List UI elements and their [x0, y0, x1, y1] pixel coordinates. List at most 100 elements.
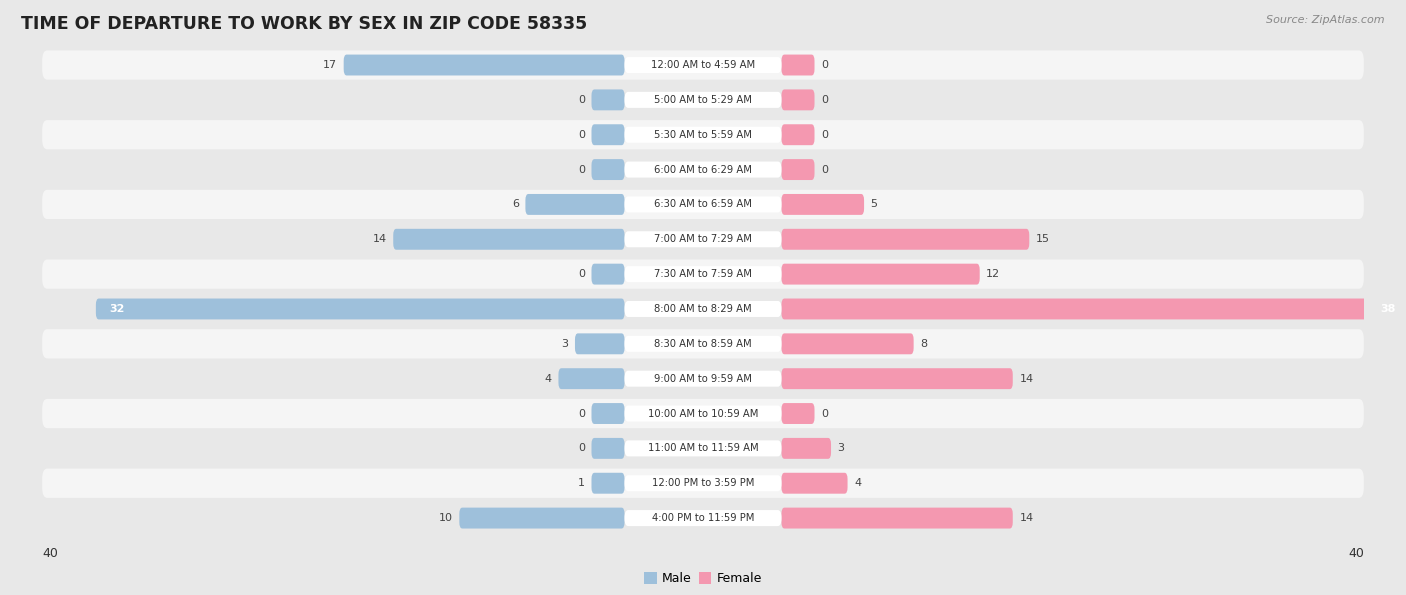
- Text: 8:30 AM to 8:59 AM: 8:30 AM to 8:59 AM: [654, 339, 752, 349]
- Text: 3: 3: [838, 443, 845, 453]
- Text: 10: 10: [439, 513, 453, 523]
- Text: 4: 4: [855, 478, 862, 488]
- FancyBboxPatch shape: [624, 406, 782, 421]
- Text: 40: 40: [1348, 547, 1364, 560]
- FancyBboxPatch shape: [42, 364, 1364, 393]
- FancyBboxPatch shape: [624, 371, 782, 387]
- FancyBboxPatch shape: [782, 299, 1406, 320]
- Legend: Male, Female: Male, Female: [644, 572, 762, 585]
- FancyBboxPatch shape: [624, 231, 782, 248]
- Text: 8: 8: [921, 339, 928, 349]
- Text: 0: 0: [578, 443, 585, 453]
- Text: 17: 17: [323, 60, 337, 70]
- FancyBboxPatch shape: [96, 299, 624, 320]
- FancyBboxPatch shape: [592, 403, 624, 424]
- Text: 6:00 AM to 6:29 AM: 6:00 AM to 6:29 AM: [654, 165, 752, 174]
- FancyBboxPatch shape: [624, 510, 782, 526]
- FancyBboxPatch shape: [42, 51, 1364, 80]
- FancyBboxPatch shape: [782, 473, 848, 494]
- Text: 7:00 AM to 7:29 AM: 7:00 AM to 7:29 AM: [654, 234, 752, 245]
- FancyBboxPatch shape: [782, 194, 865, 215]
- FancyBboxPatch shape: [782, 438, 831, 459]
- FancyBboxPatch shape: [782, 229, 1029, 250]
- FancyBboxPatch shape: [782, 368, 1012, 389]
- Text: 7:30 AM to 7:59 AM: 7:30 AM to 7:59 AM: [654, 269, 752, 279]
- FancyBboxPatch shape: [42, 503, 1364, 533]
- Text: 5:30 AM to 5:59 AM: 5:30 AM to 5:59 AM: [654, 130, 752, 140]
- FancyBboxPatch shape: [782, 89, 814, 110]
- Text: 9:00 AM to 9:59 AM: 9:00 AM to 9:59 AM: [654, 374, 752, 384]
- FancyBboxPatch shape: [624, 127, 782, 143]
- Text: 0: 0: [821, 409, 828, 418]
- FancyBboxPatch shape: [624, 162, 782, 177]
- Text: 5:00 AM to 5:29 AM: 5:00 AM to 5:29 AM: [654, 95, 752, 105]
- FancyBboxPatch shape: [42, 225, 1364, 254]
- FancyBboxPatch shape: [592, 89, 624, 110]
- Text: 6:30 AM to 6:59 AM: 6:30 AM to 6:59 AM: [654, 199, 752, 209]
- FancyBboxPatch shape: [592, 124, 624, 145]
- Text: 0: 0: [578, 409, 585, 418]
- FancyBboxPatch shape: [42, 190, 1364, 219]
- FancyBboxPatch shape: [592, 473, 624, 494]
- Text: 12: 12: [987, 269, 1001, 279]
- Text: 15: 15: [1036, 234, 1050, 245]
- FancyBboxPatch shape: [624, 196, 782, 212]
- Text: 8:00 AM to 8:29 AM: 8:00 AM to 8:29 AM: [654, 304, 752, 314]
- FancyBboxPatch shape: [42, 434, 1364, 463]
- FancyBboxPatch shape: [624, 440, 782, 456]
- FancyBboxPatch shape: [526, 194, 624, 215]
- FancyBboxPatch shape: [558, 368, 624, 389]
- FancyBboxPatch shape: [42, 155, 1364, 184]
- FancyBboxPatch shape: [394, 229, 624, 250]
- FancyBboxPatch shape: [42, 329, 1364, 358]
- Text: 0: 0: [578, 165, 585, 174]
- FancyBboxPatch shape: [592, 159, 624, 180]
- Text: 14: 14: [373, 234, 387, 245]
- Text: 11:00 AM to 11:59 AM: 11:00 AM to 11:59 AM: [648, 443, 758, 453]
- FancyBboxPatch shape: [624, 266, 782, 282]
- FancyBboxPatch shape: [42, 120, 1364, 149]
- Text: 0: 0: [578, 269, 585, 279]
- Text: 0: 0: [821, 60, 828, 70]
- Text: 12:00 PM to 3:59 PM: 12:00 PM to 3:59 PM: [652, 478, 754, 488]
- Text: 14: 14: [1019, 513, 1033, 523]
- FancyBboxPatch shape: [575, 333, 624, 354]
- Text: 38: 38: [1381, 304, 1396, 314]
- FancyBboxPatch shape: [782, 124, 814, 145]
- FancyBboxPatch shape: [42, 469, 1364, 498]
- Text: 32: 32: [110, 304, 125, 314]
- Text: Source: ZipAtlas.com: Source: ZipAtlas.com: [1267, 15, 1385, 25]
- FancyBboxPatch shape: [782, 264, 980, 284]
- FancyBboxPatch shape: [624, 57, 782, 73]
- Text: 5: 5: [870, 199, 877, 209]
- Text: 0: 0: [821, 165, 828, 174]
- Text: 1: 1: [578, 478, 585, 488]
- FancyBboxPatch shape: [782, 508, 1012, 528]
- Text: 0: 0: [578, 130, 585, 140]
- FancyBboxPatch shape: [460, 508, 624, 528]
- Text: 3: 3: [561, 339, 568, 349]
- Text: 4: 4: [544, 374, 551, 384]
- Text: 14: 14: [1019, 374, 1033, 384]
- Text: 6: 6: [512, 199, 519, 209]
- Text: 0: 0: [578, 95, 585, 105]
- Text: TIME OF DEPARTURE TO WORK BY SEX IN ZIP CODE 58335: TIME OF DEPARTURE TO WORK BY SEX IN ZIP …: [21, 15, 588, 33]
- FancyBboxPatch shape: [782, 159, 814, 180]
- Text: 10:00 AM to 10:59 AM: 10:00 AM to 10:59 AM: [648, 409, 758, 418]
- FancyBboxPatch shape: [624, 475, 782, 491]
- FancyBboxPatch shape: [592, 438, 624, 459]
- FancyBboxPatch shape: [624, 92, 782, 108]
- Text: 0: 0: [821, 130, 828, 140]
- FancyBboxPatch shape: [42, 295, 1364, 324]
- FancyBboxPatch shape: [42, 399, 1364, 428]
- FancyBboxPatch shape: [42, 259, 1364, 289]
- Text: 40: 40: [42, 547, 58, 560]
- Text: 12:00 AM to 4:59 AM: 12:00 AM to 4:59 AM: [651, 60, 755, 70]
- FancyBboxPatch shape: [42, 85, 1364, 114]
- FancyBboxPatch shape: [782, 403, 814, 424]
- Text: 0: 0: [821, 95, 828, 105]
- FancyBboxPatch shape: [624, 336, 782, 352]
- FancyBboxPatch shape: [592, 264, 624, 284]
- Text: 4:00 PM to 11:59 PM: 4:00 PM to 11:59 PM: [652, 513, 754, 523]
- FancyBboxPatch shape: [343, 55, 624, 76]
